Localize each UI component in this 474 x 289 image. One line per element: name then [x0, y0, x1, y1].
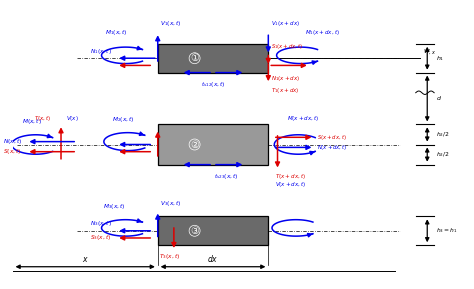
Text: $M_2(x,t)$: $M_2(x,t)$ — [112, 115, 135, 124]
Text: $d$: $d$ — [437, 95, 442, 103]
Text: $x$: $x$ — [82, 255, 89, 264]
Text: $S_3(x,t)$: $S_3(x,t)$ — [90, 234, 112, 242]
Bar — [158, 124, 268, 165]
Text: $S(x,t)$: $S(x,t)$ — [3, 147, 22, 156]
Text: $dx$: $dx$ — [207, 253, 219, 264]
Text: $S(x+dx,t)$: $S(x+dx,t)$ — [317, 133, 346, 142]
Text: $w_{,x}$: $w_{,x}$ — [423, 47, 436, 56]
Text: $S_1(x+dx,t)$: $S_1(x+dx,t)$ — [271, 42, 303, 51]
Text: $h_2/2$: $h_2/2$ — [437, 130, 450, 139]
Text: $T_3(x,t)$: $T_3(x,t)$ — [159, 252, 180, 261]
Text: $T_1(x+dx)$: $T_1(x+dx)$ — [271, 86, 299, 95]
Text: $N(x+dx,t)$: $N(x+dx,t)$ — [317, 143, 347, 152]
Text: $T(x+dx,t)$: $T(x+dx,t)$ — [275, 172, 306, 181]
Bar — [158, 44, 268, 73]
Text: $h_3=h_1$: $h_3=h_1$ — [437, 226, 458, 235]
Text: $h_2/2$: $h_2/2$ — [437, 150, 450, 159]
Text: $M_3(x,t)$: $M_3(x,t)$ — [102, 202, 125, 211]
Text: $T(x,t)$: $T(x,t)$ — [35, 114, 52, 123]
Text: $M_1(x+dx,t)$: $M_1(x+dx,t)$ — [305, 28, 340, 37]
Text: $t_{s23}(x,t)$: $t_{s23}(x,t)$ — [215, 172, 239, 181]
Text: $M(x,t)$: $M(x,t)$ — [22, 117, 42, 126]
Text: ③: ③ — [190, 226, 199, 236]
Text: $N(x,t)$: $N(x,t)$ — [2, 137, 22, 146]
Text: $M_1(x,t)$: $M_1(x,t)$ — [105, 28, 128, 37]
Text: $V_1(x,t)$: $V_1(x,t)$ — [160, 19, 182, 28]
Text: ②: ② — [190, 140, 199, 149]
Text: $V_1(x+dx)$: $V_1(x+dx)$ — [271, 19, 300, 28]
Text: $M(x+dx,t)$: $M(x+dx,t)$ — [287, 114, 319, 123]
Text: $V(x+dx,t)$: $V(x+dx,t)$ — [275, 180, 307, 190]
Bar — [158, 216, 268, 245]
Text: $N_1(x+dx)$: $N_1(x+dx)$ — [271, 74, 300, 83]
Text: $N_3(x,t)$: $N_3(x,t)$ — [90, 219, 112, 229]
Text: $V_3(x,t)$: $V_3(x,t)$ — [160, 199, 182, 208]
Text: $V(x)$: $V(x)$ — [65, 114, 78, 123]
Text: $N_1(x,t)$: $N_1(x,t)$ — [90, 47, 112, 56]
Text: $h_1$: $h_1$ — [437, 54, 445, 63]
Text: ①: ① — [190, 53, 199, 63]
Text: $t_{s12}(x,t)$: $t_{s12}(x,t)$ — [201, 80, 226, 89]
